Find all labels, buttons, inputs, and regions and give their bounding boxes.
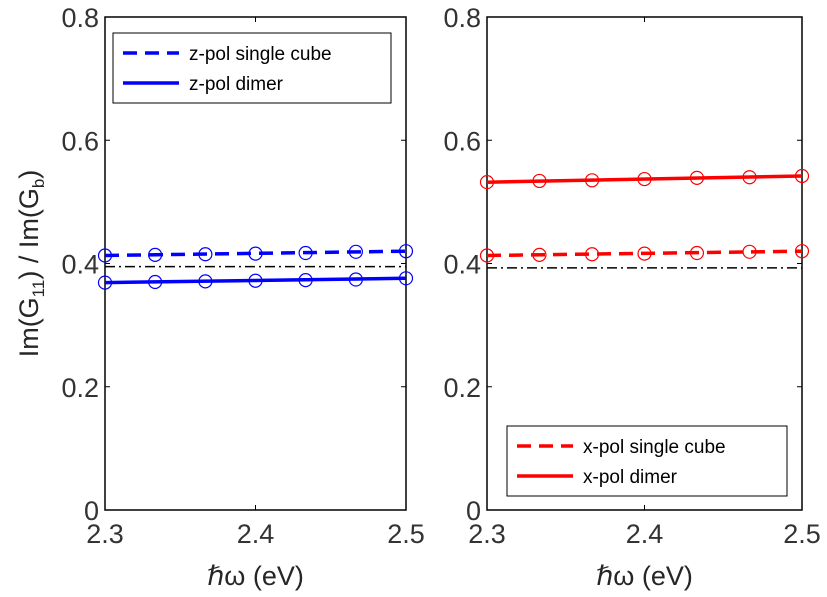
data-point-marker (148, 247, 163, 262)
data-point-marker (248, 273, 263, 288)
data-point-marker (794, 168, 810, 184)
data-point-marker (637, 246, 652, 261)
data-point-marker (298, 273, 313, 288)
left-series-lines (104, 249, 407, 285)
x-tick-label: 2.3 (86, 519, 124, 549)
legend-label: x-pol single cube (583, 437, 726, 458)
legend-label: z-pol single cube (189, 44, 332, 65)
y-axis-label-part: ) (14, 170, 44, 179)
data-point-marker (479, 175, 495, 190)
series-line (486, 174, 803, 184)
data-point-marker (637, 171, 652, 187)
right-chart-panel: 2.3 2.4 2.5 0 0.2 0.4 0.6 0.8 x-pol single cube… (443, 3, 820, 591)
left-x-axis-label: ℏω (eV) (207, 561, 304, 591)
legend-label: x-pol dimer (583, 467, 678, 488)
right-circle-markers (479, 168, 810, 263)
left-chart-panel: 2.3 2.4 2.5 0 0.2 0.4 0.6 0.8 z-pol single cube… (14, 3, 425, 591)
right-x-axis-label: ℏω (eV) (596, 561, 693, 591)
y-tick-label: 0.2 (61, 373, 99, 403)
left-circle-markers (97, 244, 414, 290)
data-point-marker (348, 272, 363, 287)
left-axis-ticks: 2.3 2.4 2.5 0 0.2 0.4 0.6 0.8 (61, 3, 424, 549)
data-point-marker (198, 247, 213, 262)
data-point-marker (148, 274, 163, 290)
x-tick-label: 2.3 (468, 519, 506, 549)
data-point-marker (742, 244, 757, 259)
legend-box (506, 425, 788, 497)
y-tick-label: 0.8 (61, 3, 99, 33)
y-tick-label: 0.4 (443, 250, 481, 280)
y-tick-label: 0 (84, 496, 99, 526)
data-point-marker (532, 247, 547, 262)
data-point-marker (479, 248, 495, 263)
left-y-axis-label: Im(G11) / Im(Gb) (14, 170, 48, 358)
series-line (104, 276, 407, 285)
right-axis-ticks: 2.3 2.4 2.5 0 0.2 0.4 0.6 0.8 (443, 3, 820, 549)
data-point-marker (689, 170, 705, 185)
data-point-marker (532, 173, 547, 189)
data-point-marker (584, 173, 600, 188)
data-point-marker (398, 271, 414, 286)
data-point-marker (248, 246, 263, 261)
y-tick-label: 0.2 (443, 373, 481, 403)
left-legend: z-pol single cube z-pol dimer (112, 32, 392, 104)
data-point-marker (97, 248, 113, 263)
y-tick-label: 0.4 (61, 250, 99, 280)
data-point-marker (584, 247, 600, 262)
series-line (486, 249, 803, 258)
data-point-marker (742, 170, 757, 185)
data-point-marker (298, 245, 313, 261)
y-axis-label-part: Im(G (14, 297, 44, 357)
y-tick-label: 0 (466, 496, 481, 526)
x-tick-label: 2.4 (626, 519, 664, 549)
y-tick-label: 0.8 (443, 3, 481, 33)
data-point-marker (398, 244, 414, 259)
y-axis-label-part: ) / Im(G (14, 188, 44, 279)
data-point-marker (689, 245, 705, 261)
y-axis-label-subscript: 11 (29, 280, 48, 298)
x-tick-label: 2.4 (237, 519, 275, 549)
legend-box (112, 32, 392, 104)
data-point-marker (97, 275, 113, 290)
x-tick-label: 2.5 (783, 519, 821, 549)
x-tick-label: 2.5 (387, 519, 425, 549)
y-axis-label-subscript: b (29, 179, 48, 188)
y-tick-label: 0.6 (443, 126, 481, 156)
data-point-marker (794, 244, 810, 259)
right-series-lines (486, 174, 803, 258)
data-point-marker (348, 244, 363, 259)
series-line (104, 249, 407, 258)
y-tick-label: 0.6 (61, 126, 99, 156)
legend-label: z-pol dimer (189, 74, 284, 95)
right-legend: x-pol single cube x-pol dimer (506, 425, 788, 497)
data-point-marker (198, 274, 213, 289)
